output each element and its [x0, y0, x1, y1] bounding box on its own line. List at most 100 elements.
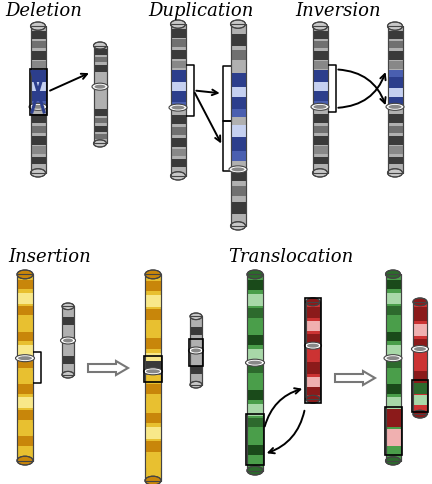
Bar: [190, 365, 202, 374]
Ellipse shape: [60, 337, 76, 344]
Ellipse shape: [17, 456, 33, 465]
Bar: [31, 126, 45, 133]
Ellipse shape: [63, 338, 73, 343]
Ellipse shape: [388, 22, 403, 30]
Bar: [29, 69, 47, 115]
Bar: [385, 280, 400, 289]
Bar: [171, 24, 185, 176]
Ellipse shape: [306, 395, 320, 403]
Bar: [93, 134, 107, 138]
Bar: [17, 306, 33, 316]
Bar: [62, 317, 74, 325]
Bar: [312, 30, 327, 39]
Bar: [413, 302, 427, 414]
Bar: [93, 48, 107, 55]
Ellipse shape: [229, 166, 247, 173]
Bar: [171, 39, 185, 47]
Bar: [231, 137, 245, 151]
Ellipse shape: [412, 346, 429, 352]
Ellipse shape: [169, 104, 187, 111]
Bar: [17, 437, 33, 446]
Bar: [93, 126, 107, 132]
Bar: [171, 24, 185, 176]
Bar: [17, 274, 33, 461]
Bar: [145, 353, 161, 365]
Bar: [413, 302, 427, 414]
Bar: [31, 26, 45, 173]
Bar: [231, 50, 245, 60]
Bar: [312, 91, 327, 101]
Bar: [413, 356, 427, 367]
Ellipse shape: [95, 85, 105, 89]
Bar: [231, 87, 245, 97]
Bar: [17, 358, 33, 367]
Ellipse shape: [307, 344, 319, 348]
Bar: [384, 407, 401, 455]
Bar: [246, 413, 264, 465]
Bar: [171, 91, 185, 102]
Ellipse shape: [31, 169, 45, 177]
Bar: [231, 125, 245, 137]
Ellipse shape: [92, 83, 108, 90]
Bar: [247, 349, 263, 361]
Text: Deletion: Deletion: [5, 2, 82, 20]
Bar: [190, 317, 202, 385]
Ellipse shape: [171, 20, 185, 28]
Bar: [145, 281, 161, 291]
Bar: [247, 404, 263, 416]
Ellipse shape: [18, 356, 32, 360]
Bar: [306, 307, 320, 318]
Ellipse shape: [62, 303, 74, 310]
Bar: [31, 157, 45, 164]
Bar: [388, 77, 403, 88]
Bar: [145, 384, 161, 394]
Bar: [247, 274, 263, 470]
Ellipse shape: [311, 104, 329, 110]
Bar: [388, 157, 403, 164]
Bar: [145, 338, 161, 348]
Bar: [312, 41, 327, 48]
Bar: [388, 26, 403, 173]
Polygon shape: [88, 361, 128, 375]
Bar: [145, 456, 161, 468]
Bar: [306, 302, 320, 399]
Text: Translocation: Translocation: [228, 248, 353, 266]
Bar: [17, 410, 33, 420]
Bar: [247, 274, 263, 470]
Ellipse shape: [384, 355, 402, 362]
Bar: [93, 45, 107, 143]
Bar: [145, 427, 161, 439]
Bar: [190, 317, 202, 385]
Bar: [388, 126, 403, 133]
Bar: [247, 321, 263, 333]
Ellipse shape: [413, 410, 427, 418]
Ellipse shape: [146, 369, 160, 373]
Ellipse shape: [414, 347, 426, 351]
Bar: [145, 309, 161, 320]
Bar: [171, 115, 185, 124]
Bar: [385, 397, 400, 408]
Bar: [31, 61, 45, 69]
Bar: [385, 358, 400, 367]
Bar: [17, 397, 33, 408]
Bar: [247, 431, 263, 443]
Bar: [312, 61, 327, 69]
Ellipse shape: [245, 359, 264, 366]
Bar: [312, 126, 327, 133]
Bar: [190, 347, 202, 354]
Bar: [145, 274, 161, 481]
Bar: [31, 26, 45, 173]
Bar: [93, 45, 107, 143]
Bar: [247, 445, 263, 455]
Bar: [93, 57, 107, 62]
Bar: [385, 371, 400, 382]
Bar: [144, 356, 162, 382]
Bar: [171, 60, 185, 68]
Ellipse shape: [314, 105, 327, 109]
Bar: [306, 377, 320, 387]
Bar: [231, 109, 245, 117]
Bar: [388, 51, 403, 60]
Ellipse shape: [232, 167, 245, 171]
Bar: [385, 293, 400, 304]
Bar: [17, 280, 33, 289]
